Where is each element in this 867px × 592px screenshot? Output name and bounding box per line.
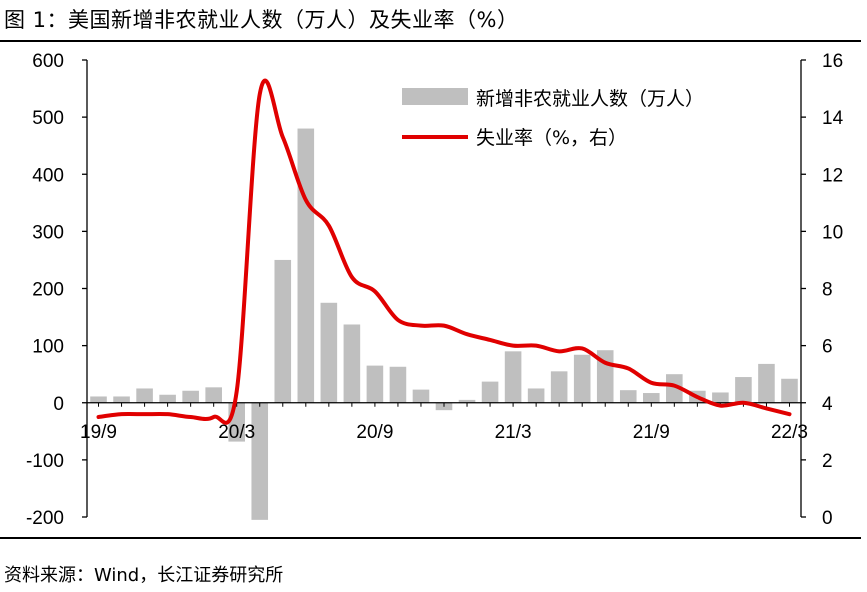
y-tick-label-left: 100 (32, 337, 64, 358)
unemployment-line (96, 78, 792, 425)
x-tick-label: 21/3 (495, 422, 532, 443)
bar (458, 399, 476, 403)
bottom-rule (0, 537, 861, 539)
y-tick-label-right: 4 (822, 394, 833, 415)
y-tick-label-left: 600 (32, 51, 64, 72)
bar (619, 390, 637, 403)
y-tick-label-right: 0 (822, 508, 833, 529)
bar (136, 388, 153, 403)
x-tick-label: 21/9 (633, 422, 670, 443)
bar (642, 393, 660, 403)
bar (159, 394, 176, 403)
y-tick-label-right: 10 (822, 222, 843, 243)
legend-swatch-bars (402, 88, 468, 105)
x-tick-label: 20/3 (218, 422, 255, 443)
bar (343, 324, 361, 403)
source-note: 资料来源：Wind，长江证券研究所 (4, 565, 284, 586)
bar (113, 396, 130, 403)
bar (481, 381, 499, 403)
bar (251, 402, 269, 520)
bar (274, 259, 292, 403)
bar (712, 392, 729, 403)
y-tick-label-left: 500 (32, 108, 64, 129)
bar (297, 128, 315, 403)
bar (320, 302, 338, 403)
legend-label-bars: 新增非农就业人数（万人） (476, 88, 704, 110)
x-tick-label: 20/9 (356, 422, 393, 443)
y-tick-label-right: 14 (822, 108, 844, 129)
top-rule (0, 40, 861, 42)
bar (504, 351, 522, 403)
bar (182, 390, 199, 403)
figure-title: 图 1：美国新增非农就业人数（万人）及失业率（%） (4, 8, 519, 32)
y-tick-label-left: -100 (26, 451, 64, 472)
y-tick-label-left: 0 (53, 394, 64, 415)
bar (90, 396, 107, 403)
y-tick-label-left: 300 (32, 222, 64, 243)
bar (527, 388, 545, 403)
bar (412, 389, 430, 403)
bar (550, 371, 568, 403)
bar (573, 354, 591, 403)
x-tick-label: 19/9 (80, 422, 117, 443)
y-tick-label-left: 200 (32, 280, 64, 301)
bar (205, 387, 222, 403)
bar (735, 377, 752, 403)
y-tick-label-right: 8 (822, 280, 833, 301)
y-tick-label-left: 400 (32, 165, 64, 186)
x-tick-label: 22/3 (771, 422, 808, 443)
y-tick-label-right: 16 (822, 51, 843, 72)
y-tick-label-right: 12 (822, 165, 843, 186)
y-tick-label-right: 2 (822, 451, 833, 472)
y-tick-label-right: 6 (822, 337, 833, 358)
bar (781, 378, 798, 403)
bar (666, 374, 683, 403)
bar (758, 363, 775, 403)
bar (389, 366, 407, 403)
legend-label-line: 失业率（%，右） (476, 127, 627, 149)
y-tick-label-left: -200 (26, 508, 64, 529)
bar (366, 365, 384, 403)
